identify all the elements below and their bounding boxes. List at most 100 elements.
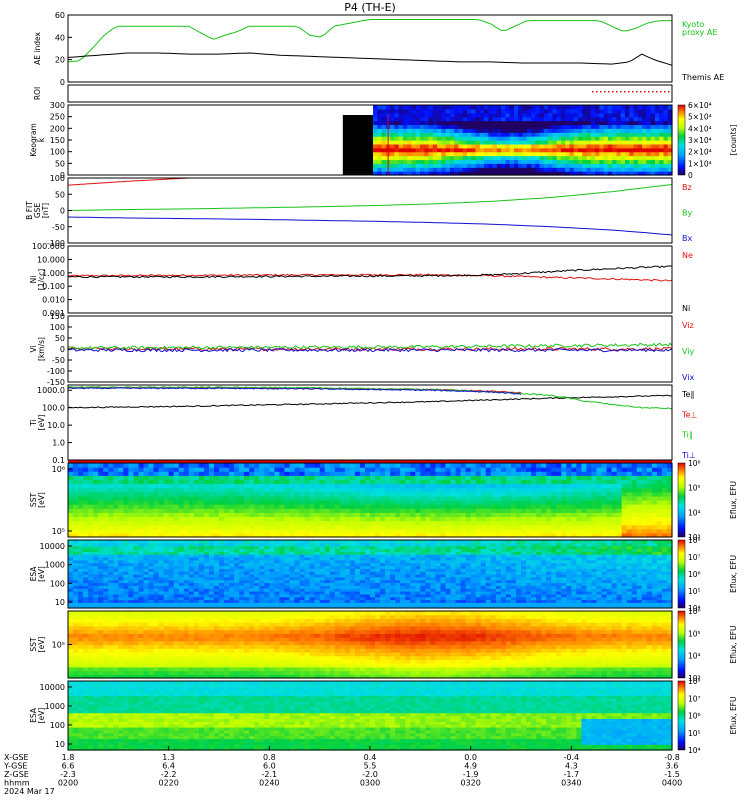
esa_e-cell: [299, 565, 306, 569]
esa_e-cell: [93, 562, 99, 567]
sst_e-cell: [586, 532, 593, 538]
sst_e-cell: [551, 471, 557, 476]
esa_e-cell: [314, 548, 321, 552]
esa_e-cell: [73, 565, 79, 569]
keogram-cell: [642, 167, 647, 172]
sst_e-cell: [128, 487, 135, 493]
keogram-cell: [603, 143, 609, 149]
keogram-cell: [411, 167, 417, 172]
sst_e-cell: [73, 516, 79, 522]
esa_e-cell: [244, 548, 250, 552]
keogram-cell: [650, 128, 656, 133]
sst_e-cell: [359, 483, 366, 489]
esa_e-cell: [314, 602, 321, 606]
sst_e-cell: [73, 524, 79, 530]
sst_e-cell: [500, 475, 507, 481]
sst_e-cell: [349, 516, 356, 522]
sst_e-cell: [289, 467, 296, 472]
keogram-cell: [449, 136, 455, 141]
sst_e-cell: [616, 512, 623, 518]
sst_e-cell: [198, 504, 205, 509]
keogram-cell: [599, 163, 605, 168]
sst_e-cell: [395, 508, 401, 513]
sst_e-cell: [656, 471, 663, 476]
esa_e-cell: [314, 568, 321, 572]
sst_e-cell: [646, 467, 653, 472]
sst_e-cell: [531, 512, 537, 518]
sst_e-cell: [495, 495, 502, 501]
esa_e-cell: [229, 565, 235, 569]
sst_e-cell: [646, 532, 653, 538]
keogram-cell: [505, 171, 511, 176]
sst_e-cell: [163, 483, 170, 489]
keogram-cell: [385, 105, 391, 110]
keogram-cell: [509, 167, 515, 172]
sst_e-cell: [284, 504, 291, 509]
keogram-cell: [629, 132, 635, 137]
sst_e-cell: [561, 512, 567, 518]
sst_e-cell: [229, 463, 235, 468]
sst_e-cell: [641, 471, 648, 476]
esa_e-cell: [158, 602, 165, 606]
esa_e-cell: [370, 596, 376, 601]
esa_e-cell: [334, 548, 341, 552]
esa_e-cell: [229, 545, 235, 550]
sst_e-cell: [430, 512, 437, 518]
esa_e-cell: [344, 599, 351, 603]
keogram-cell: [531, 140, 536, 145]
keogram-cell: [471, 151, 477, 157]
keogram-cell: [398, 143, 404, 149]
esa_e-cell: [123, 557, 129, 561]
keogram-cell: [479, 147, 485, 153]
sst_e-cell: [294, 504, 301, 509]
keogram-cell: [565, 140, 571, 145]
keogram-cell: [377, 163, 383, 168]
esa_e-cell: [380, 551, 386, 555]
esa_e-cell: [123, 559, 129, 564]
esa_e-cell: [163, 574, 170, 578]
sst_e-cell: [314, 520, 321, 526]
esa_e-cell: [274, 605, 280, 609]
sst_e-cell: [113, 528, 119, 534]
sst_e-cell: [299, 479, 306, 485]
keogram-cell: [424, 132, 430, 137]
esa_e-cell: [359, 576, 366, 581]
keogram-cell: [518, 105, 524, 110]
sst_e-cell: [410, 524, 416, 530]
esa_e-cell: [198, 571, 205, 575]
sst_e-cell: [420, 483, 426, 489]
keogram-cell: [595, 159, 600, 164]
esa_e-cell: [118, 571, 124, 575]
sst_e-cell: [319, 479, 326, 485]
keogram-cell: [415, 124, 421, 129]
keogram-cell: [548, 116, 554, 122]
esa_e-cell: [113, 562, 119, 567]
keogram-cell: [612, 124, 618, 129]
sst_e-cell: [289, 532, 296, 538]
sst_e-cell: [490, 524, 497, 530]
sst_e-cell: [505, 532, 512, 538]
esa_e-cell: [68, 559, 74, 564]
sst_e-cell: [395, 471, 401, 476]
sst_e-cell: [68, 463, 74, 468]
keogram-cell: [548, 163, 554, 168]
sst_e-cell: [163, 504, 170, 509]
sst_e-cell: [480, 495, 487, 501]
sst_e-cell: [631, 467, 638, 472]
sst_e-cell: [229, 504, 235, 509]
sst_e-cell: [219, 491, 225, 497]
esa_e-cell: [339, 571, 346, 575]
sst_e-cell: [405, 512, 411, 518]
keogram-cell: [381, 132, 387, 137]
sst_e-cell: [626, 516, 633, 522]
sst_e-cell: [143, 524, 150, 530]
sst_e-cell: [490, 528, 497, 534]
keogram-cell: [586, 151, 592, 157]
esa_e-cell: [133, 593, 140, 598]
sst_e-cell: [536, 475, 542, 481]
esa_e-cell: [304, 605, 311, 609]
esa_e-cell: [88, 599, 94, 603]
esa_e-cell: [153, 557, 160, 561]
esa_e-cell: [108, 596, 114, 601]
sst_e-cell: [324, 463, 331, 468]
